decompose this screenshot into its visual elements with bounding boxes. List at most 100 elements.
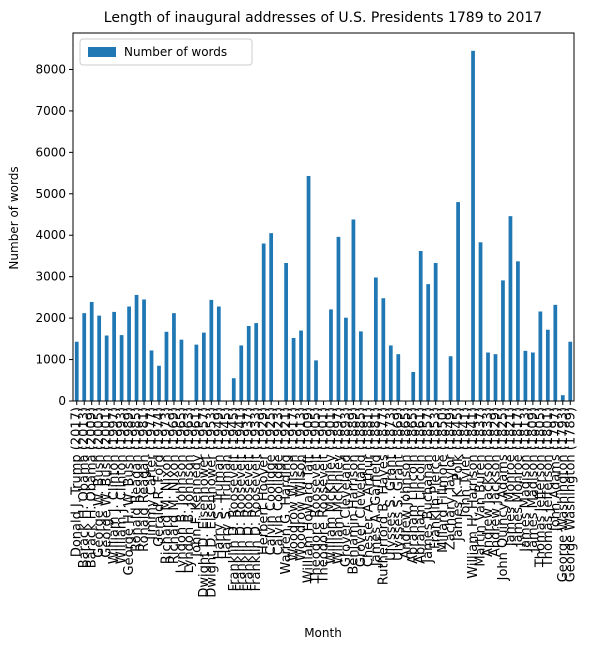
x-tick-label: Dwight D. Eisenhower (1953) <box>204 407 219 598</box>
bar <box>545 329 550 401</box>
x-tick-label: William J. Clinton (1993) <box>115 407 130 564</box>
x-tick-label: Dwight D. Eisenhower (1957) <box>197 407 212 598</box>
x-tick-label: James Buchanan (1857) <box>421 407 436 564</box>
x-tick-label: George W. Bush (2001) <box>100 407 115 558</box>
y-tick-label: 5000 <box>35 187 66 201</box>
x-tick-label: Grover Cleveland (1885) <box>354 407 369 567</box>
bar <box>97 315 102 401</box>
bar <box>216 306 221 401</box>
x-tick-label: Calvin Coolidge (1925) <box>264 407 279 555</box>
bar <box>508 216 513 401</box>
x-tick-label: Ulysses S. Grant (1869) <box>391 407 406 561</box>
bar <box>329 309 333 401</box>
bar <box>231 378 236 401</box>
x-tick-label: Woodrow Wilson (1913) <box>294 407 309 561</box>
bar <box>134 294 139 401</box>
x-tick-label: William J. Clinton (1997) <box>107 407 122 564</box>
x-tick-label: Martin Van Buren (1837) <box>474 407 489 567</box>
bar <box>89 301 94 401</box>
bar <box>142 299 146 401</box>
x-tick-label: Franklin D. Roosevelt (1945) <box>227 407 242 591</box>
y-tick-label: 0 <box>58 394 66 408</box>
x-tick-label: James Madison (1813) <box>518 407 533 553</box>
x-tick-label: Barack H. Obama (2013) <box>77 407 92 568</box>
x-tick-label: Benjamin Harrison (1889) <box>346 407 361 575</box>
bar <box>209 299 214 401</box>
x-tick-label: Richard M. Nixon (1969) <box>167 407 182 564</box>
y-tick-label: 3000 <box>35 270 66 284</box>
bar <box>127 306 131 401</box>
bar <box>538 311 543 401</box>
bar <box>104 335 109 401</box>
x-tick-label: Franklin Pierce (1853) <box>429 407 444 549</box>
bar <box>284 263 288 401</box>
bar <box>433 263 438 401</box>
bar <box>426 284 431 401</box>
x-tick-label: Lyndon B. Johnson (1965) <box>174 407 189 573</box>
bar <box>269 233 274 401</box>
x-tick-label: Harry S. Truman (1949) <box>212 407 227 559</box>
x-tick-label: James K. Polk (1845) <box>451 407 466 542</box>
x-tick-label: Abraham Lincoln (1865) <box>406 407 421 564</box>
bar <box>314 360 318 401</box>
x-tick-label: Theodore Roosevelt (1905) <box>309 407 324 584</box>
x-tick-label: Franklin D. Roosevelt (1937) <box>242 407 257 591</box>
y-tick-label: 7000 <box>35 104 66 118</box>
x-tick-label: Andrew Jackson (1833) <box>481 407 496 557</box>
y-tick-label: 6000 <box>35 145 66 159</box>
x-tick-label: Zachary Taylor (1849) <box>444 407 459 550</box>
legend-box <box>79 38 253 66</box>
bar <box>471 50 475 401</box>
y-tick-label: 8000 <box>35 62 66 76</box>
bar <box>336 236 341 401</box>
bar <box>553 304 558 401</box>
x-tick-label: Ulysses S. Grant (1873) <box>384 407 399 561</box>
bar <box>239 345 244 401</box>
bar <box>344 317 348 401</box>
y-tick-label: 2000 <box>35 311 66 325</box>
x-axis-label: Month <box>304 626 342 640</box>
bar <box>119 335 124 401</box>
x-tick-label: James Madison (1809) <box>526 407 541 553</box>
y-tick-label: 1000 <box>35 353 66 367</box>
bar <box>531 352 535 401</box>
bar <box>456 202 460 401</box>
x-tick-label: Thomas Jefferson (1801) <box>541 407 556 568</box>
x-tick-label: William Howard Taft (1909) <box>302 407 317 583</box>
x-tick-label: Millard Fillmore (1850) <box>436 407 451 553</box>
x-tick-label: William H. Harrison (1841) <box>466 407 481 579</box>
x-tick-label: Woodrow Wilson (1917) <box>287 407 302 561</box>
plot-frame <box>72 32 575 402</box>
bar <box>516 261 520 401</box>
bar <box>501 280 505 401</box>
bar <box>560 395 565 401</box>
x-tick-label: Grover Cleveland (1893) <box>339 407 354 567</box>
bar <box>568 341 573 401</box>
bar <box>172 313 176 401</box>
x-tick-label: Rutherford B. Hayes (1877) <box>376 407 391 585</box>
x-tick-label: Andrew Johnson (1865) <box>399 407 414 559</box>
bar <box>201 332 206 401</box>
bar <box>388 345 393 401</box>
bar <box>112 311 116 401</box>
bar <box>254 323 259 401</box>
x-tick-label: Herbert Hoover (1929) <box>257 407 272 555</box>
bar <box>149 350 154 401</box>
y-axis-label: Number of words <box>7 166 21 269</box>
x-tick-label: Abraham Lincoln (1861) <box>414 407 429 564</box>
x-tick-label: James A. Garfield (1881) <box>369 407 384 567</box>
bar <box>373 277 378 401</box>
bar <box>478 242 483 401</box>
x-tick-label: George Washington (1793) <box>556 407 571 582</box>
x-tick-label: Richard M. Nixon (1973) <box>159 407 174 564</box>
bar <box>418 250 423 401</box>
x-tick-label: Jimmy Carter (1977) <box>145 407 160 541</box>
x-tick-label: Theodore Roosevelt (1901) <box>317 407 332 584</box>
x-tick-label: John F. Kennedy (1961) <box>189 407 204 558</box>
x-tick-label: James Monroe (1821) <box>503 407 518 547</box>
x-tick-label: Barack H. Obama (2009) <box>85 407 100 568</box>
bar <box>396 354 401 401</box>
x-tick-label: Andrew Jackson (1829) <box>488 407 503 557</box>
legend-swatch <box>88 47 116 57</box>
